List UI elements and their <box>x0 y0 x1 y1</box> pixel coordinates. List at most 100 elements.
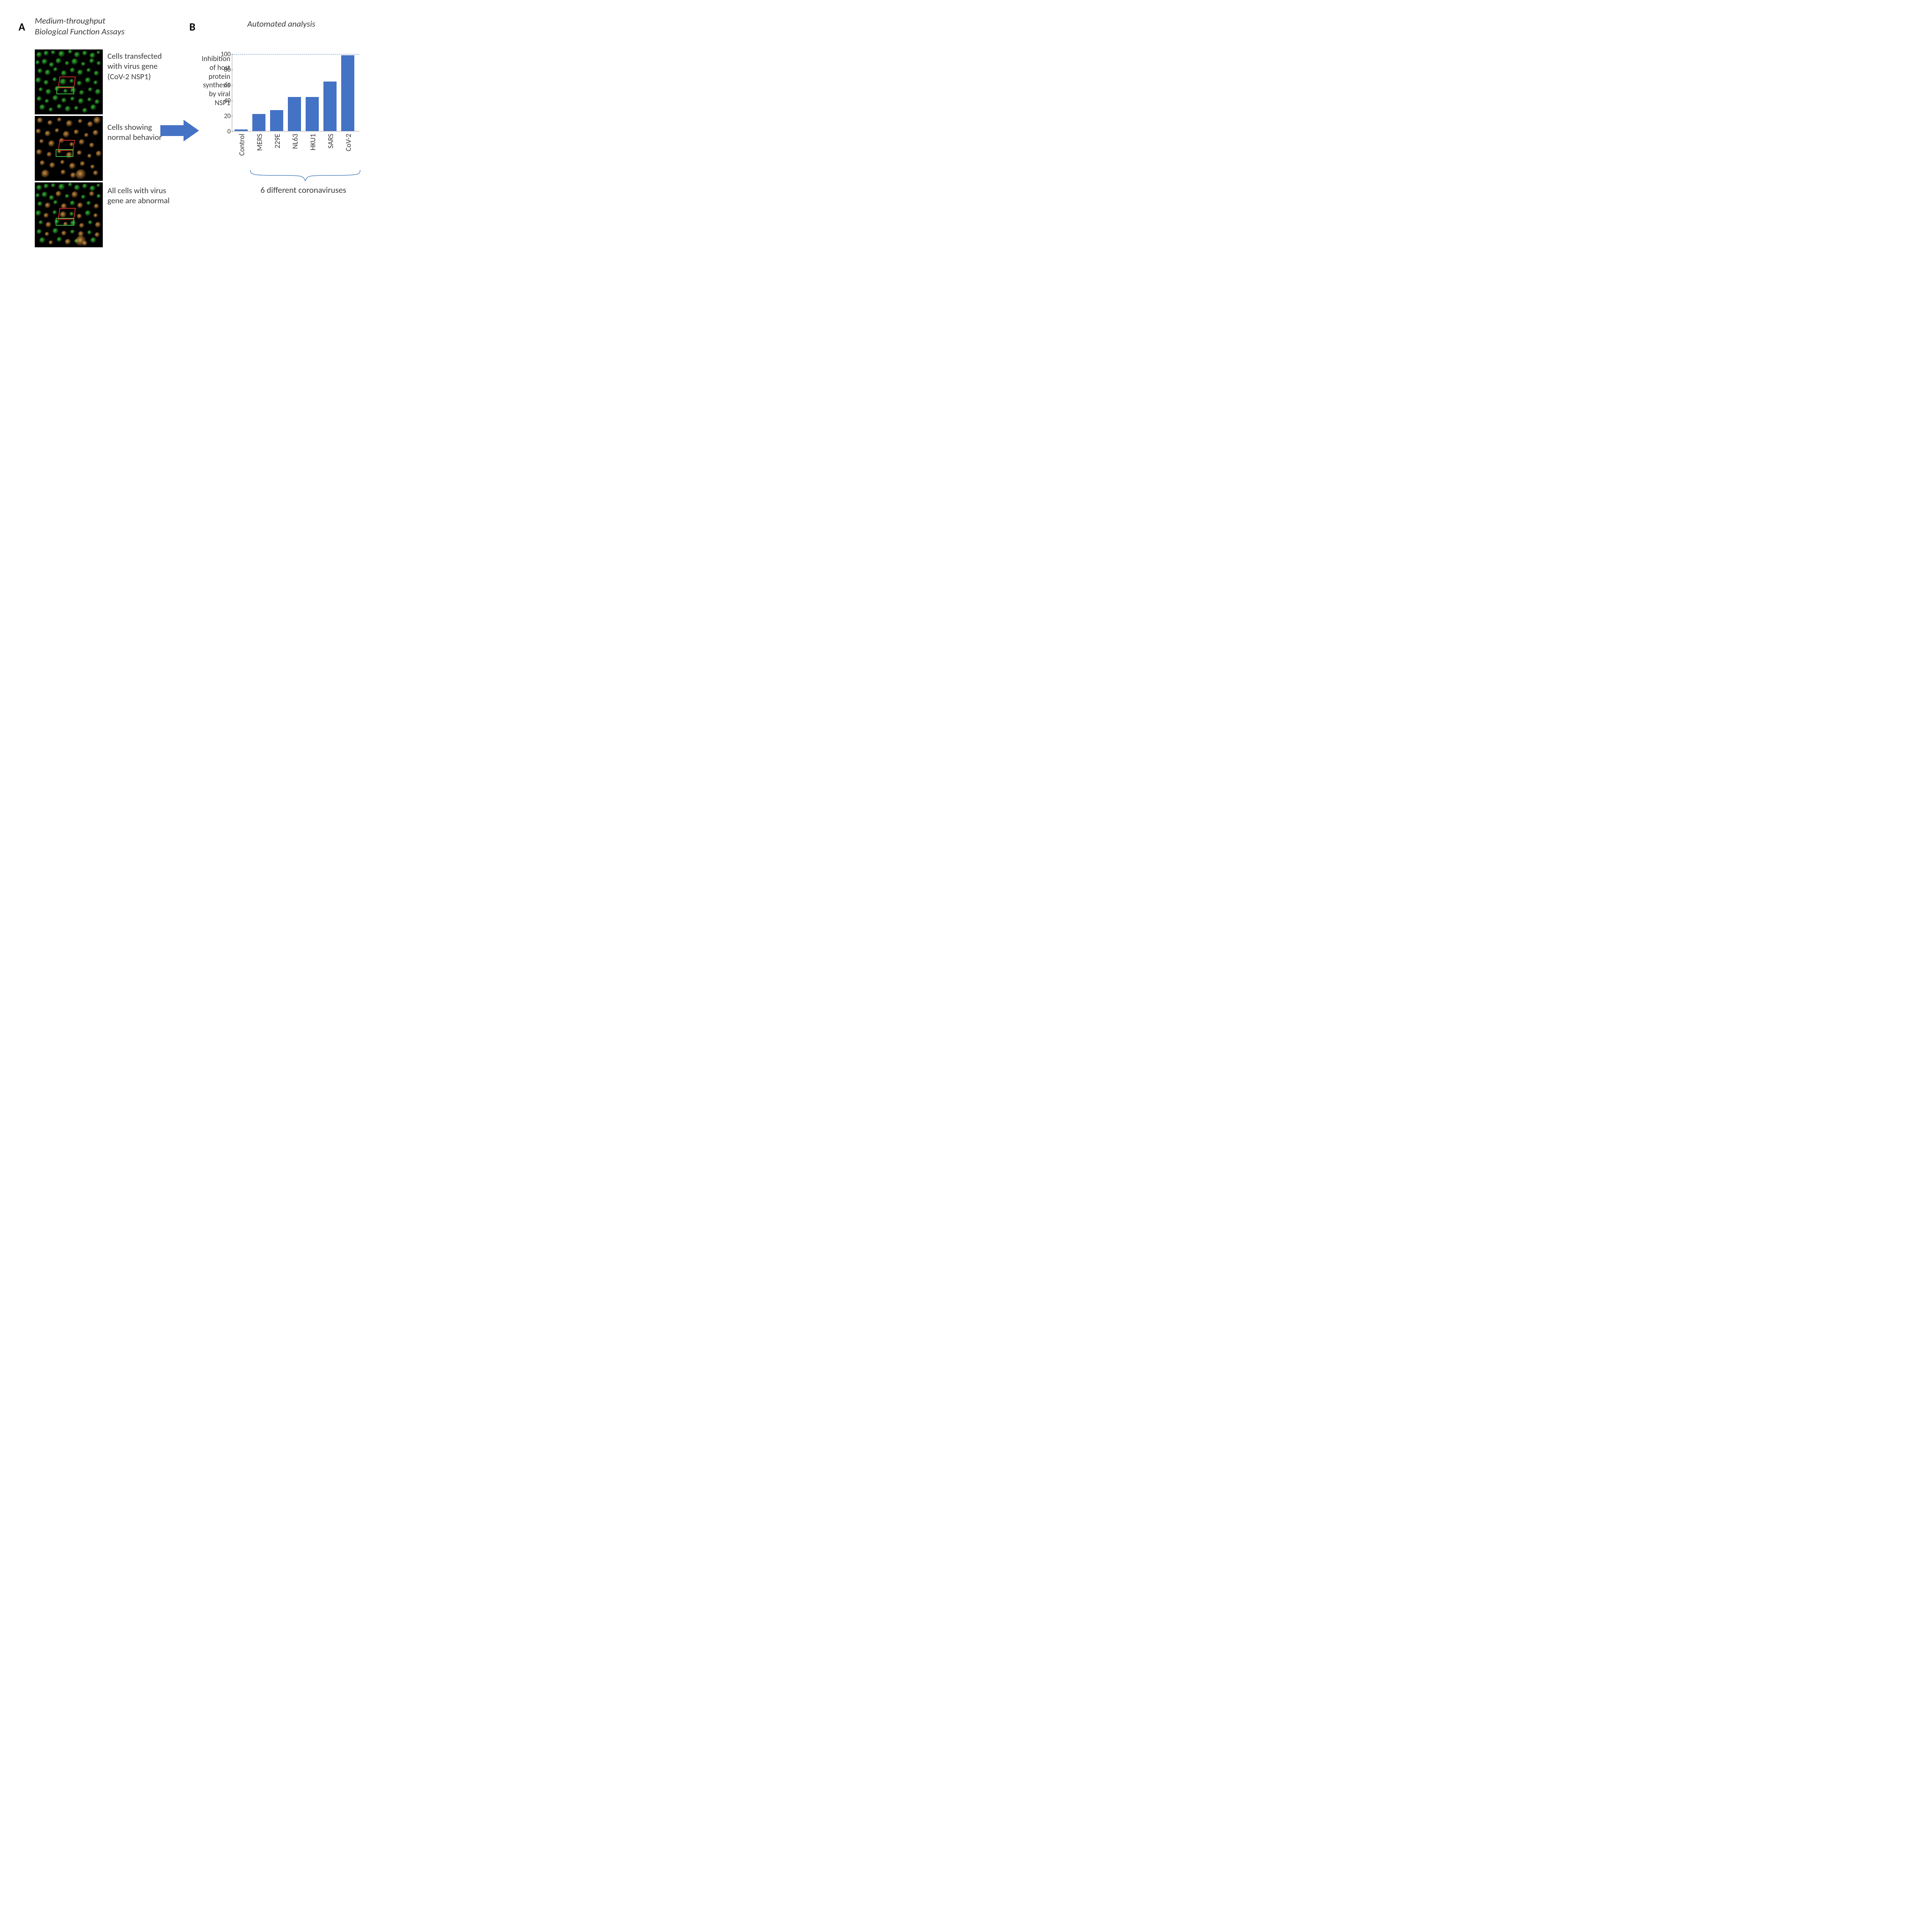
cell-dot <box>37 201 43 207</box>
cell-dot <box>81 195 86 199</box>
cell-dot <box>70 201 75 206</box>
cell-dot <box>68 49 73 54</box>
cell-dot <box>82 51 88 56</box>
cell-dot <box>45 99 49 104</box>
roi-green <box>56 87 74 94</box>
cell-dot <box>48 140 55 147</box>
panel-a-label: A <box>19 20 25 34</box>
bar-mers <box>252 114 265 131</box>
cell-dot <box>90 104 97 111</box>
cell-dot <box>53 67 58 72</box>
cell-dot <box>45 70 51 76</box>
cell-dot <box>80 161 85 167</box>
chart-area: 020406080100 ControlMERS229ENL63HKU1SARS… <box>232 54 359 139</box>
cell-dot <box>87 97 92 102</box>
cell-dot <box>56 58 62 64</box>
cell-dot <box>77 214 82 219</box>
roi-green <box>56 149 73 157</box>
cell-dot <box>77 70 83 76</box>
cell-dot <box>37 96 42 102</box>
cell-dot <box>94 117 101 124</box>
cell-dot <box>95 99 100 105</box>
bar-229e <box>270 110 283 131</box>
cell-dot <box>77 150 82 156</box>
cell-dot <box>57 117 62 122</box>
cell-dot <box>82 108 88 113</box>
cell-dot <box>46 222 52 228</box>
cell-dot <box>77 202 83 209</box>
cell-dot <box>74 129 79 135</box>
cell-dot <box>58 51 65 58</box>
cell-dot <box>61 231 67 236</box>
cell-dot <box>65 106 71 112</box>
cell-dot <box>49 162 56 168</box>
caption-merged: All cells with virus gene are abnormal <box>107 185 173 206</box>
cell-dot <box>89 58 95 64</box>
bar-sars <box>323 82 337 131</box>
cell-dot <box>47 152 52 157</box>
arrow-icon <box>160 120 199 141</box>
cell-dot <box>36 77 42 83</box>
cell-dot <box>49 240 53 245</box>
cell-dot <box>93 170 99 176</box>
micrograph-normal <box>35 116 103 181</box>
cell-dot <box>96 151 102 157</box>
cell-dot <box>61 170 66 175</box>
cell-dot <box>36 60 40 65</box>
brace-icon <box>250 169 361 182</box>
cell-dot <box>53 200 58 205</box>
cell-dot <box>61 98 67 103</box>
x-label-nl63: NL63 <box>291 134 300 149</box>
panel-b-label: B <box>189 20 196 34</box>
cell-dot <box>39 104 46 111</box>
cell-dot <box>79 90 85 95</box>
y-tick: 40 <box>218 97 231 105</box>
cell-dot <box>87 68 91 73</box>
cell-dot <box>78 98 84 104</box>
cell-dot <box>58 184 65 190</box>
cell-dot <box>78 119 83 124</box>
cell-dot <box>87 230 92 235</box>
cell-dot <box>37 229 42 235</box>
cell-dot <box>71 58 78 65</box>
cell-dot <box>44 80 49 85</box>
cell-dot <box>41 170 50 178</box>
cell-dot <box>79 223 85 228</box>
cell-dot <box>88 220 93 225</box>
cell-dot <box>89 191 95 197</box>
cell-dot <box>68 182 73 187</box>
cell-dot <box>44 213 49 218</box>
cell-dot <box>70 68 75 73</box>
cell-dot <box>70 230 75 234</box>
cell-dot <box>97 51 100 54</box>
cell-dot <box>87 154 92 158</box>
cell-dot <box>36 129 41 134</box>
brace-label: 6 different coronaviruses <box>240 185 367 195</box>
cell-dot <box>51 50 56 55</box>
cell-dot <box>97 194 101 199</box>
cell-dot <box>61 70 67 77</box>
x-label-cov-2: CoV-2 <box>344 134 353 151</box>
cell-dot <box>94 71 99 76</box>
y-tick: 20 <box>218 112 231 120</box>
cell-dot <box>49 195 54 201</box>
cell-dot <box>44 184 49 189</box>
y-tick: 100 <box>218 50 231 58</box>
cell-dot <box>84 133 89 138</box>
x-label-hku1: HKU1 <box>309 134 318 150</box>
cell-dot <box>69 163 76 170</box>
cell-dot <box>95 222 101 228</box>
cell-dot <box>36 52 43 58</box>
cell-dot <box>57 237 62 242</box>
cell-dot <box>56 191 62 197</box>
cell-dot <box>53 95 59 101</box>
cell-dot <box>39 237 46 243</box>
cell-dot <box>37 117 43 124</box>
caption-transfected: Cells transfected with virus gene (CoV-2… <box>107 51 173 82</box>
cell-dot <box>45 232 49 236</box>
cell-dot <box>81 62 86 66</box>
bar-nl63 <box>288 97 301 131</box>
bar-cov-2 <box>341 55 354 131</box>
cell-dot <box>87 201 91 206</box>
x-label-sars: SARS <box>327 134 335 148</box>
